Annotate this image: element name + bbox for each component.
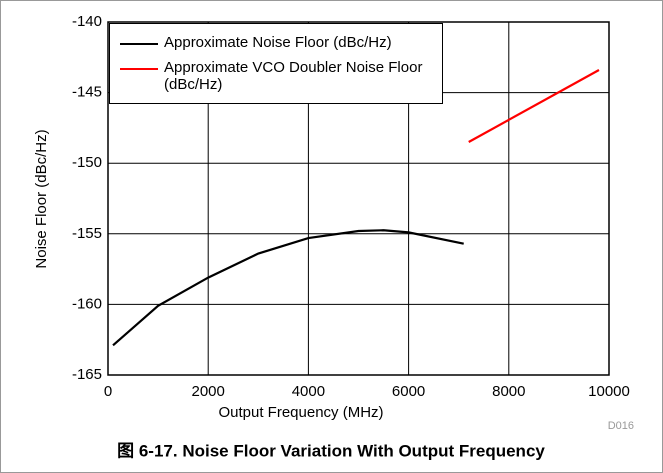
y-axis-label: Noise Floor (dBc/Hz) [33, 129, 50, 268]
legend-label: Approximate Noise Floor (dBc/Hz) [164, 34, 392, 51]
x-tick-label: 6000 [392, 383, 425, 400]
figure-code: D016 [608, 420, 634, 432]
y-tick-label: -155 [72, 225, 102, 242]
caption: 图 6-17. Noise Floor Variation With Outpu… [117, 441, 545, 460]
y-tick-label: -160 [72, 295, 102, 312]
x-tick-label: 10000 [588, 383, 630, 400]
x-tick-label: 2000 [192, 383, 225, 400]
line [112, 229, 464, 347]
legend-label: Approximate VCO Doubler Noise Floor (dBc… [164, 59, 423, 93]
x-tick-label: 4000 [292, 383, 325, 400]
line [468, 69, 600, 143]
y-tick-label: -165 [72, 366, 102, 383]
legend-swatch [120, 68, 158, 70]
y-tick-label: -140 [72, 13, 102, 30]
x-axis-label: Output Frequency (MHz) [218, 404, 383, 421]
x-tick-label: 0 [104, 383, 112, 400]
y-tick-label: -150 [72, 154, 102, 171]
plot-border [107, 21, 610, 376]
legend-swatch [120, 43, 158, 45]
x-tick-label: 8000 [492, 383, 525, 400]
y-tick-label: -145 [72, 84, 102, 101]
legend: Approximate Noise Floor (dBc/Hz) Approxim… [109, 23, 443, 104]
